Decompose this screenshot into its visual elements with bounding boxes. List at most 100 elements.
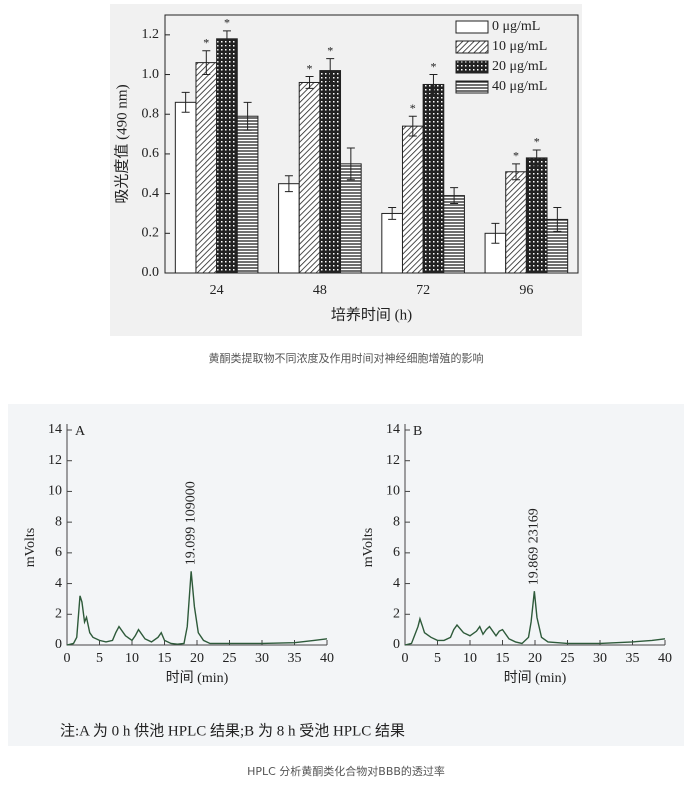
- legend-swatch: [455, 40, 489, 54]
- y-tick-label: 14: [48, 422, 62, 437]
- y-tick-label: 0: [55, 637, 62, 652]
- y-axis-label: mVolts: [361, 528, 376, 567]
- y-tick-label: 0.2: [142, 226, 160, 241]
- y-tick-label: 0.0: [142, 265, 160, 280]
- x-tick-label: 35: [288, 651, 302, 666]
- error-bar: [243, 101, 252, 131]
- y-tick-label: 4: [55, 576, 62, 591]
- legend-label: 10 μg/mL: [492, 39, 547, 54]
- error-bar: [388, 207, 397, 220]
- x-tick-label: 10: [463, 651, 477, 666]
- caption: 黄酮类提取物不同浓度及作用时间对神经细胞增殖的影响: [209, 351, 484, 365]
- bar: [443, 195, 465, 274]
- peak-annotation: 19.099 109000: [183, 481, 198, 565]
- bar: [216, 38, 238, 274]
- significance-mark: *: [430, 59, 436, 73]
- x-axis-label: 时间 (min): [166, 670, 229, 686]
- y-tick-label: 6: [55, 545, 62, 560]
- error-bar: [532, 149, 541, 167]
- error-bar: [429, 74, 438, 95]
- error-bar: [326, 58, 335, 83]
- x-tick-label: 30: [593, 651, 607, 666]
- y-tick-label: 0.6: [142, 146, 160, 161]
- y-tick-label: 0.4: [142, 186, 160, 201]
- x-tick-label: 5: [96, 651, 103, 666]
- y-tick-label: 0.8: [142, 106, 160, 121]
- y-tick-label: 12: [386, 453, 400, 468]
- error-bar: [222, 30, 231, 48]
- y-axis-label: 吸光度值 (490 nm): [113, 84, 130, 203]
- chromatogram-line: [66, 571, 328, 646]
- error-bar: [553, 207, 562, 232]
- error-bar: [346, 147, 355, 181]
- panel-label: B: [413, 424, 422, 439]
- bar: [278, 183, 300, 274]
- significance-mark: *: [534, 135, 540, 149]
- x-tick-label: 0: [64, 651, 71, 666]
- x-tick-label: 40: [658, 651, 672, 666]
- y-tick-label: 12: [48, 453, 62, 468]
- legend-label: 0 μg/mL: [492, 19, 540, 34]
- x-tick-label: 72: [416, 283, 430, 298]
- x-tick-label: 0: [402, 651, 409, 666]
- y-tick-label: 8: [393, 514, 400, 529]
- x-tick-label: 24: [210, 283, 224, 298]
- significance-mark: *: [513, 149, 519, 163]
- bar: [174, 101, 197, 274]
- x-axis-label: 时间 (min): [504, 670, 567, 686]
- figure-note: 注:A 为 0 h 供池 HPLC 结果;B 为 8 h 受池 HPLC 结果: [60, 722, 405, 739]
- x-tick-label: 20: [528, 651, 542, 666]
- bar: [319, 70, 342, 274]
- caption: HPLC 分析黄酮类化合物对BBB的透过率: [247, 764, 445, 778]
- bar: [381, 212, 403, 274]
- bar: [505, 171, 527, 274]
- x-tick-label: 10: [125, 651, 139, 666]
- x-tick-label: 20: [190, 651, 204, 666]
- legend-label: 20 μg/mL: [492, 59, 547, 74]
- legend-swatch: [455, 60, 489, 74]
- legend-swatch: [455, 20, 489, 34]
- error-bar: [450, 187, 459, 205]
- y-tick-label: 2: [393, 607, 400, 622]
- x-tick-label: 25: [223, 651, 237, 666]
- error-bar: [408, 115, 417, 137]
- x-tick-label: 15: [496, 651, 510, 666]
- error-bar: [284, 175, 293, 193]
- bar: [422, 83, 445, 274]
- bar: [298, 81, 321, 274]
- significance-mark: *: [307, 61, 313, 75]
- x-axis-label: 培养时间 (h): [331, 306, 412, 323]
- y-tick-label: 2: [55, 607, 62, 622]
- x-tick-label: 25: [561, 651, 575, 666]
- significance-mark: *: [327, 43, 333, 57]
- error-bar: [181, 91, 190, 113]
- y-tick-label: 10: [386, 484, 400, 499]
- y-tick-label: 0: [393, 637, 400, 652]
- y-tick-label: 4: [393, 576, 400, 591]
- error-bar: [305, 76, 314, 89]
- x-tick-label: 35: [626, 651, 640, 666]
- significance-mark: *: [410, 101, 416, 115]
- x-tick-label: 40: [320, 651, 334, 666]
- figure-2-background: [8, 404, 684, 746]
- significance-mark: *: [224, 16, 230, 30]
- plot-frame: [164, 14, 579, 274]
- x-tick-label: 96: [519, 283, 533, 298]
- bar: [525, 157, 548, 274]
- y-tick-label: 1.2: [142, 27, 160, 42]
- legend-label: 40 μg/mL: [492, 79, 547, 94]
- bar: [401, 125, 424, 274]
- x-tick-label: 30: [255, 651, 269, 666]
- peak-annotation: 19.869 23169: [527, 508, 542, 585]
- bar: [195, 62, 218, 274]
- error-bar: [491, 222, 500, 244]
- x-tick-label: 15: [158, 651, 172, 666]
- significance-mark: *: [203, 35, 209, 49]
- y-tick-label: 1.0: [142, 67, 160, 82]
- x-tick-label: 48: [313, 283, 327, 298]
- panel-label: A: [75, 424, 86, 439]
- chromatogram-line: [404, 591, 666, 646]
- y-tick-label: 6: [393, 545, 400, 560]
